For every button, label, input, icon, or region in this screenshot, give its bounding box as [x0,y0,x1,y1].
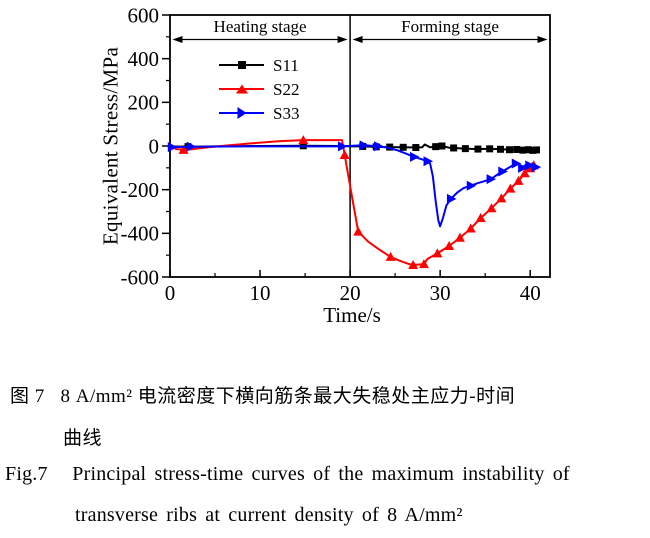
y-tick-label: 0 [149,134,160,158]
legend-item-s22: S22 [219,77,299,101]
series-s22 [169,135,539,269]
y-tick-label: -200 [121,178,160,202]
caption-english-line1: Fig.7 Principal stress-time curves of th… [5,463,570,485]
legend-marker-square-icon [237,61,246,69]
x-tick-label: 20 [340,281,361,305]
y-tick-label: -400 [121,222,160,246]
series-s33 [167,140,542,228]
legend: S11 S22 S33 [219,53,299,125]
stress-time-plot: -600 -400 -200 0 200 400 600 0 10 20 30 40 [121,3,551,305]
x-axis-label: Time/s [323,303,381,327]
legend-line-s33 [219,107,264,119]
x-tick-label: 0 [165,281,176,305]
legend-item-s33: S33 [219,101,299,125]
legend-marker-triangle-right-icon [237,107,246,119]
x-tick-label: 40 [520,281,541,305]
x-tick-label: 30 [430,281,451,305]
legend-label-s22: S22 [273,79,300,99]
y-tick-label: -600 [121,265,160,289]
y-tick-label: 200 [128,91,160,115]
y-tick-label: 400 [128,47,160,71]
stage-arrow-forming [352,36,548,43]
legend-line-s11 [219,61,264,69]
legend-marker-triangle-up-icon [235,84,248,94]
legend-label-s33: S33 [273,103,300,123]
axes: -600 -400 -200 0 200 400 600 0 10 20 30 40 [121,3,551,305]
stage-arrow-heating [172,36,348,43]
caption-english-line2: transverse ribs at current density of 8 … [75,504,463,526]
stage-label-forming: Forming stage [401,17,499,36]
caption-chinese-line2: 曲线 [63,428,103,449]
stage-label-heating: Heating stage [213,17,307,36]
legend-line-s22 [219,84,264,94]
legend-item-s11: S11 [219,53,299,77]
caption-chinese-line1: 图 7 8 A/mm² 电流密度下横向筋条最大失稳处主应力-时间 [10,386,516,407]
legend-label-s11: S11 [273,55,299,75]
y-tick-label: 600 [128,3,160,27]
x-tick-label: 10 [250,281,271,305]
